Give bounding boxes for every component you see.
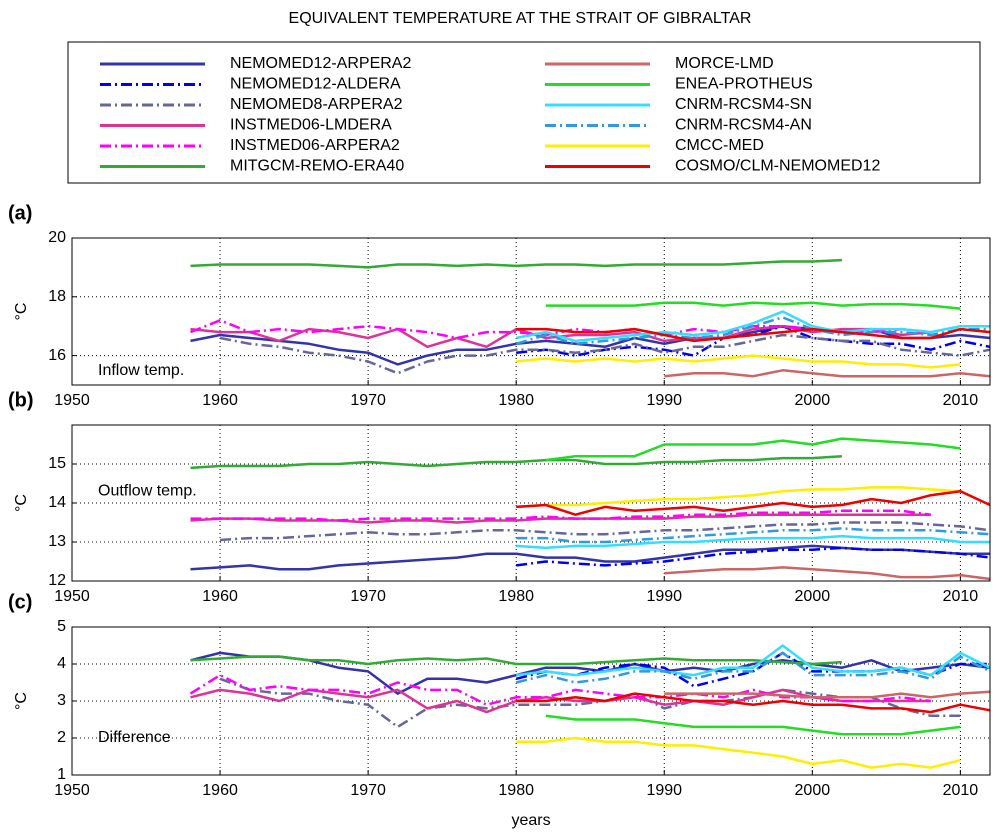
series-line bbox=[515, 651, 991, 684]
x-tick-label: 1960 bbox=[202, 782, 238, 799]
series-line bbox=[516, 527, 991, 544]
series-line bbox=[190, 319, 931, 340]
series-line bbox=[664, 566, 991, 581]
series-line bbox=[190, 655, 842, 666]
series-line bbox=[664, 369, 991, 378]
x-tick-label: 1980 bbox=[498, 392, 534, 409]
legend-label: MITGCM-REMO-ERA40 bbox=[230, 158, 404, 175]
series-line bbox=[190, 454, 842, 470]
legend-label: INSTMED06-LMDERA bbox=[230, 117, 392, 134]
x-tick-label: 2000 bbox=[795, 392, 831, 409]
series-line bbox=[516, 644, 991, 677]
series-line bbox=[516, 546, 991, 567]
x-tick-label: 1990 bbox=[646, 392, 682, 409]
series-line bbox=[515, 310, 990, 343]
x-tick-label: 2010 bbox=[943, 588, 979, 605]
x-tick-label: 2000 bbox=[795, 782, 831, 799]
legend-label: CMCC-MED bbox=[675, 137, 764, 154]
series-line bbox=[220, 521, 991, 542]
x-tick-label: 1980 bbox=[498, 588, 534, 605]
panel-label: (b) bbox=[8, 389, 34, 411]
plot-frame bbox=[71, 626, 991, 776]
series-line bbox=[515, 316, 990, 346]
y-tick-label: 15 bbox=[48, 455, 66, 472]
series-line bbox=[545, 437, 961, 462]
series-line bbox=[190, 651, 991, 695]
annotation: Outflow temp. bbox=[98, 483, 197, 500]
series-line bbox=[516, 692, 991, 714]
y-axis-label: °C bbox=[13, 494, 30, 512]
y-tick-label: 13 bbox=[48, 533, 66, 550]
x-tick-label: 1960 bbox=[202, 392, 238, 409]
annotation: Difference bbox=[98, 729, 171, 746]
x-tick-label: 1950 bbox=[54, 782, 90, 799]
x-tick-label: 1990 bbox=[646, 782, 682, 799]
legend-label: NEMOMED12-ALDERA bbox=[230, 76, 401, 93]
series-line bbox=[516, 534, 990, 550]
y-tick-label: 1 bbox=[57, 766, 66, 783]
x-tick-label: 1980 bbox=[498, 782, 534, 799]
series-line bbox=[190, 509, 931, 522]
series-line bbox=[545, 301, 961, 310]
y-tick-label: 16 bbox=[48, 347, 66, 364]
legend-label: CNRM-RCSM4-AN bbox=[675, 117, 812, 134]
panel-label: (a) bbox=[8, 202, 32, 224]
x-tick-label: 1950 bbox=[54, 392, 90, 409]
series-line bbox=[516, 736, 961, 769]
legend-box bbox=[67, 41, 981, 184]
x-tick-label: 1990 bbox=[646, 588, 682, 605]
series-line bbox=[516, 327, 991, 343]
y-tick-label: 12 bbox=[48, 572, 66, 589]
series-line bbox=[516, 324, 991, 357]
y-tick-label: 18 bbox=[48, 288, 66, 305]
legend-label: INSTMED06-ARPERA2 bbox=[230, 137, 400, 154]
figure-title: EQUIVALENT TEMPERATURE AT THE STRAIT OF … bbox=[289, 10, 752, 27]
legend-label: CNRM-RCSM4-SN bbox=[675, 96, 812, 113]
legend-label: NEMOMED12-ARPERA2 bbox=[230, 55, 411, 72]
y-tick-label: 4 bbox=[57, 655, 66, 672]
x-tick-label: 1960 bbox=[202, 588, 238, 605]
series-line bbox=[545, 714, 961, 736]
x-tick-label: 2010 bbox=[943, 392, 979, 409]
x-tick-label: 1950 bbox=[54, 588, 90, 605]
y-tick-label: 20 bbox=[48, 229, 66, 246]
y-axis-label: °C bbox=[13, 303, 30, 321]
series-line bbox=[190, 513, 931, 524]
x-tick-label: 2000 bbox=[795, 588, 831, 605]
y-tick-label: 2 bbox=[57, 729, 66, 746]
y-tick-label: 5 bbox=[57, 618, 66, 635]
series-line bbox=[516, 490, 991, 516]
legend-label: ENEA-PROTHEUS bbox=[675, 76, 813, 93]
x-axis-label: years bbox=[511, 812, 550, 829]
legend-label: NEMOMED8-ARPERA2 bbox=[230, 96, 403, 113]
x-tick-label: 1970 bbox=[350, 782, 386, 799]
x-tick-label: 2010 bbox=[943, 782, 979, 799]
y-tick-label: 3 bbox=[57, 692, 66, 709]
y-tick-label: 14 bbox=[48, 494, 66, 511]
series-line bbox=[190, 258, 842, 269]
y-axis-label: °C bbox=[13, 692, 30, 710]
x-tick-label: 1970 bbox=[350, 392, 386, 409]
plot-frame bbox=[71, 237, 991, 386]
annotation: Inflow temp. bbox=[98, 362, 184, 379]
plot-frame bbox=[71, 424, 991, 582]
panel-label: (c) bbox=[8, 591, 32, 613]
series-line bbox=[516, 486, 961, 509]
legend-label: COSMO/CLM-NEMOMED12 bbox=[675, 158, 880, 175]
series-line bbox=[664, 690, 991, 699]
legend-label: MORCE-LMD bbox=[675, 55, 774, 72]
series-line bbox=[516, 354, 961, 369]
x-tick-label: 1970 bbox=[350, 588, 386, 605]
series-line bbox=[219, 333, 991, 375]
